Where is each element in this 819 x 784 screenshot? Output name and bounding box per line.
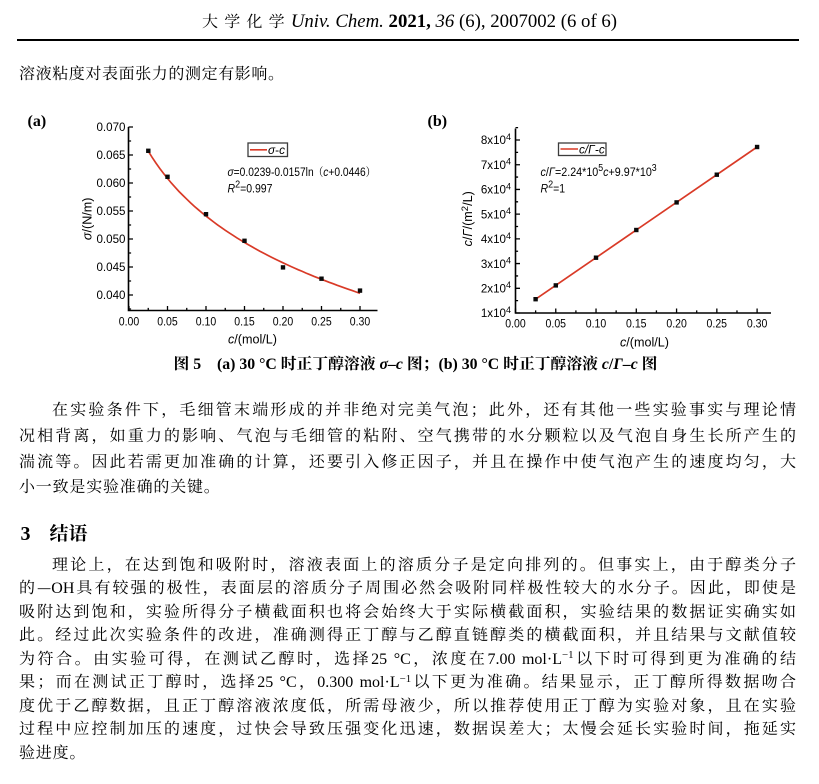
svg-text:0.20: 0.20 xyxy=(666,317,687,330)
svg-text:7x104: 7x104 xyxy=(481,157,511,172)
svg-text:c/Γ=2.24*105c+9.97*103: c/Γ=2.24*105c+9.97*103 xyxy=(541,161,657,179)
svg-text:6x104: 6x104 xyxy=(481,181,511,196)
svg-text:0.20: 0.20 xyxy=(273,315,294,328)
svg-text:5x104: 5x104 xyxy=(481,206,511,221)
svg-text:3x104: 3x104 xyxy=(481,256,511,271)
svg-text:(b): (b) xyxy=(428,113,448,130)
svg-text:0.15: 0.15 xyxy=(626,317,647,330)
svg-text:0.25: 0.25 xyxy=(311,315,332,328)
svg-text:2x104: 2x104 xyxy=(481,280,511,295)
svg-text:c/(mol/L): c/(mol/L) xyxy=(620,336,669,350)
svg-text:0.30: 0.30 xyxy=(350,315,371,328)
svg-text:c/Γ/(m2/L): c/Γ/(m2/L) xyxy=(460,191,475,246)
svg-text:R2=1: R2=1 xyxy=(541,179,566,196)
svg-text:0.10: 0.10 xyxy=(586,317,607,330)
svg-text:0.040: 0.040 xyxy=(96,289,125,302)
svg-text:c/(mol/L): c/(mol/L) xyxy=(228,333,277,347)
svg-text:c/Γ-c: c/Γ-c xyxy=(579,142,605,156)
svg-text:4x104: 4x104 xyxy=(481,231,511,246)
svg-text:0.050: 0.050 xyxy=(96,233,125,246)
svg-text:0.065: 0.065 xyxy=(96,149,125,162)
svg-text:σ=0.0239-0.0157ln（c+0.0446）: σ=0.0239-0.0157ln（c+0.0446） xyxy=(228,164,376,180)
svg-text:0.15: 0.15 xyxy=(234,315,255,328)
svg-text:0.055: 0.055 xyxy=(96,205,125,218)
svg-text:(a): (a) xyxy=(28,113,47,130)
svg-text:0.045: 0.045 xyxy=(96,261,125,274)
svg-text:0.00: 0.00 xyxy=(505,317,526,330)
svg-text:0.25: 0.25 xyxy=(707,317,728,330)
svg-text:0.00: 0.00 xyxy=(119,315,140,328)
svg-text:σ/(N/m): σ/(N/m) xyxy=(81,198,95,241)
svg-text:0.070: 0.070 xyxy=(96,121,125,134)
svg-text:σ-c: σ-c xyxy=(268,143,285,157)
svg-text:0.060: 0.060 xyxy=(96,177,125,190)
svg-text:0.05: 0.05 xyxy=(546,317,567,330)
svg-text:1x104: 1x104 xyxy=(481,305,511,320)
svg-text:0.30: 0.30 xyxy=(747,317,768,330)
svg-text:0.10: 0.10 xyxy=(196,315,217,328)
svg-text:0.05: 0.05 xyxy=(157,315,178,328)
svg-text:8x104: 8x104 xyxy=(481,132,511,147)
svg-text:R2=0.997: R2=0.997 xyxy=(228,179,273,196)
